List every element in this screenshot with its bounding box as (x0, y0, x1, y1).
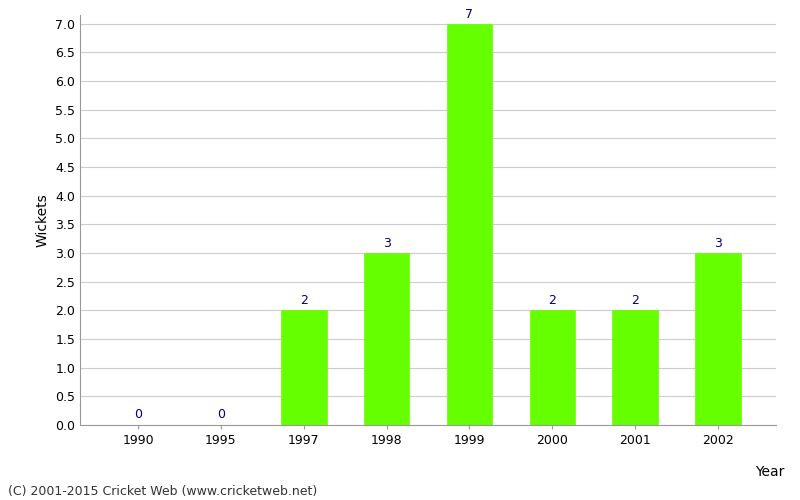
Bar (364, 253, 410, 425)
Text: 3: 3 (714, 237, 722, 250)
Y-axis label: Wickets: Wickets (35, 193, 50, 247)
Text: 0: 0 (217, 408, 225, 421)
Text: (C) 2001-2015 Cricket Web (www.cricketweb.net): (C) 2001-2015 Cricket Web (www.cricketwe… (8, 484, 318, 498)
Text: Year: Year (754, 465, 784, 479)
Bar (281, 310, 326, 425)
Bar (530, 310, 575, 425)
Text: 3: 3 (382, 237, 390, 250)
Text: 0: 0 (134, 408, 142, 421)
Text: 2: 2 (300, 294, 308, 308)
Text: 2: 2 (548, 294, 556, 308)
Bar (612, 310, 658, 425)
Text: 7: 7 (466, 8, 474, 20)
Bar (695, 253, 741, 425)
Text: 2: 2 (631, 294, 639, 308)
Bar (446, 24, 492, 425)
